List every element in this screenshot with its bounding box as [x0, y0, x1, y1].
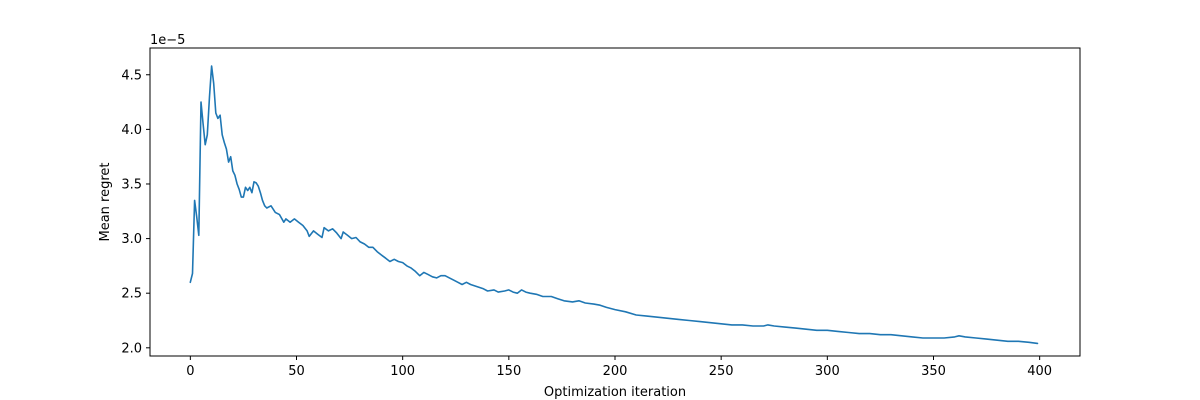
- y-offset-label: 1e−5: [150, 33, 185, 48]
- x-tick-label: 350: [921, 364, 946, 379]
- x-tick-label: 250: [709, 364, 734, 379]
- x-tick-label: 150: [496, 364, 521, 379]
- x-tick-label: 50: [288, 364, 305, 379]
- x-axis-ticks: 0 50 100 150 200 250 300 350 400: [186, 356, 1052, 379]
- series-line: [189, 65, 1039, 345]
- y-tick-label: 4.5: [121, 68, 142, 83]
- x-tick-label: 200: [603, 364, 628, 379]
- y-tick-label: 3.5: [121, 177, 142, 192]
- y-tick-label: 2.0: [121, 341, 142, 356]
- y-tick-label: 2.5: [121, 287, 142, 302]
- x-tick-label: 400: [1027, 364, 1052, 379]
- y-tick-label: 4.0: [121, 123, 142, 138]
- y-axis-label: Mean regret: [98, 162, 113, 241]
- x-tick-label: 0: [186, 364, 194, 379]
- x-tick-label: 100: [390, 364, 415, 379]
- y-tick-label: 3.0: [121, 232, 142, 247]
- plot-frame: [149, 47, 1081, 357]
- x-tick-label: 300: [815, 364, 840, 379]
- plot-area: [150, 48, 1080, 356]
- x-axis-label: Optimization iteration: [544, 385, 686, 400]
- y-axis-ticks: 2.0 2.5 3.0 3.5 4.0 4.5: [121, 68, 150, 356]
